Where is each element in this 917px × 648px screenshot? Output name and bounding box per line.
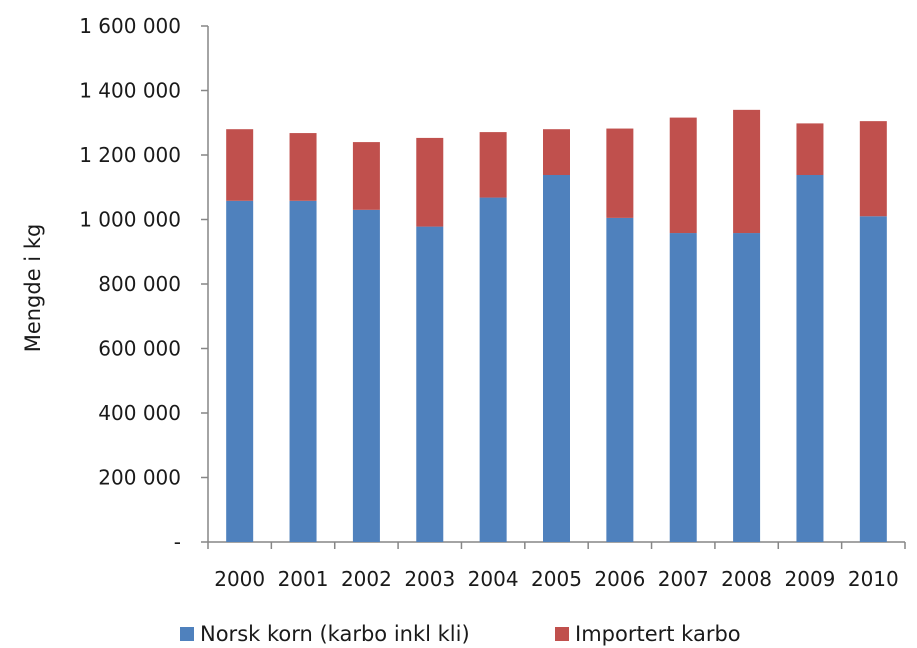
x-tick-label: 2008 <box>721 567 772 591</box>
bar-segment-norsk-korn <box>606 217 634 542</box>
x-tick-label: 2005 <box>531 567 582 591</box>
bar-segment-norsk-korn <box>226 200 254 543</box>
y-tick-label: 600 000 <box>98 337 181 361</box>
bar-segment-importert-karbo <box>479 132 507 198</box>
legend-swatch <box>180 627 194 641</box>
y-tick-label: 400 000 <box>98 401 181 425</box>
x-tick-label: 2007 <box>658 567 709 591</box>
x-tick-label: 2000 <box>214 567 265 591</box>
x-tick-label: 2006 <box>594 567 645 591</box>
bar-segment-norsk-korn <box>796 174 824 542</box>
x-tick-label: 2001 <box>278 567 329 591</box>
y-tick-label: 1 200 000 <box>79 143 181 167</box>
legend-label: Norsk korn (karbo inkl kli) <box>200 622 470 646</box>
legend-swatch <box>555 627 569 641</box>
y-tick-label: - <box>174 530 181 554</box>
bar-segment-norsk-korn <box>479 197 507 542</box>
plot-area: - 200 000 400 000 600 000 800 000 1 000 000 1 … <box>79 14 906 591</box>
bar-segment-norsk-korn <box>543 174 570 542</box>
bar-segment-norsk-korn <box>733 233 761 543</box>
bar-segment-importert-karbo <box>606 128 634 218</box>
x-tick-label: 2010 <box>848 567 899 591</box>
y-tick-label: 1 400 000 <box>79 79 181 103</box>
y-tick-label: 800 000 <box>98 272 181 296</box>
bar-segment-norsk-korn <box>289 200 317 543</box>
bar-segment-norsk-korn <box>352 209 380 542</box>
bar-segment-importert-karbo <box>859 121 887 217</box>
bar-segment-importert-karbo <box>796 123 824 175</box>
y-axis-label: Mengde i kg <box>21 224 45 353</box>
legend: Norsk korn (karbo inkl kli) Importert kar… <box>180 622 741 646</box>
bar-segment-importert-karbo <box>352 142 380 210</box>
y-tick-label: 1 000 000 <box>79 208 181 232</box>
bar-segment-importert-karbo <box>669 117 697 234</box>
y-tick-label: 200 000 <box>98 466 181 490</box>
legend-label: Importert karbo <box>575 622 741 646</box>
bar-segment-importert-karbo <box>226 129 254 201</box>
x-tick-label: 2009 <box>785 567 836 591</box>
y-tick-label: 1 600 000 <box>79 14 181 38</box>
bar-segment-norsk-korn <box>859 216 887 542</box>
bar-segment-importert-karbo <box>543 129 570 175</box>
bar-segment-norsk-korn <box>416 226 444 542</box>
bar-segment-importert-karbo <box>733 109 761 234</box>
x-tick-label: 2004 <box>468 567 519 591</box>
bar-segment-importert-karbo <box>289 133 317 201</box>
x-tick-label: 2002 <box>341 567 392 591</box>
bar-segment-importert-karbo <box>416 137 444 227</box>
x-tick-label: 2003 <box>404 567 455 591</box>
bar-segment-norsk-korn <box>669 233 697 543</box>
